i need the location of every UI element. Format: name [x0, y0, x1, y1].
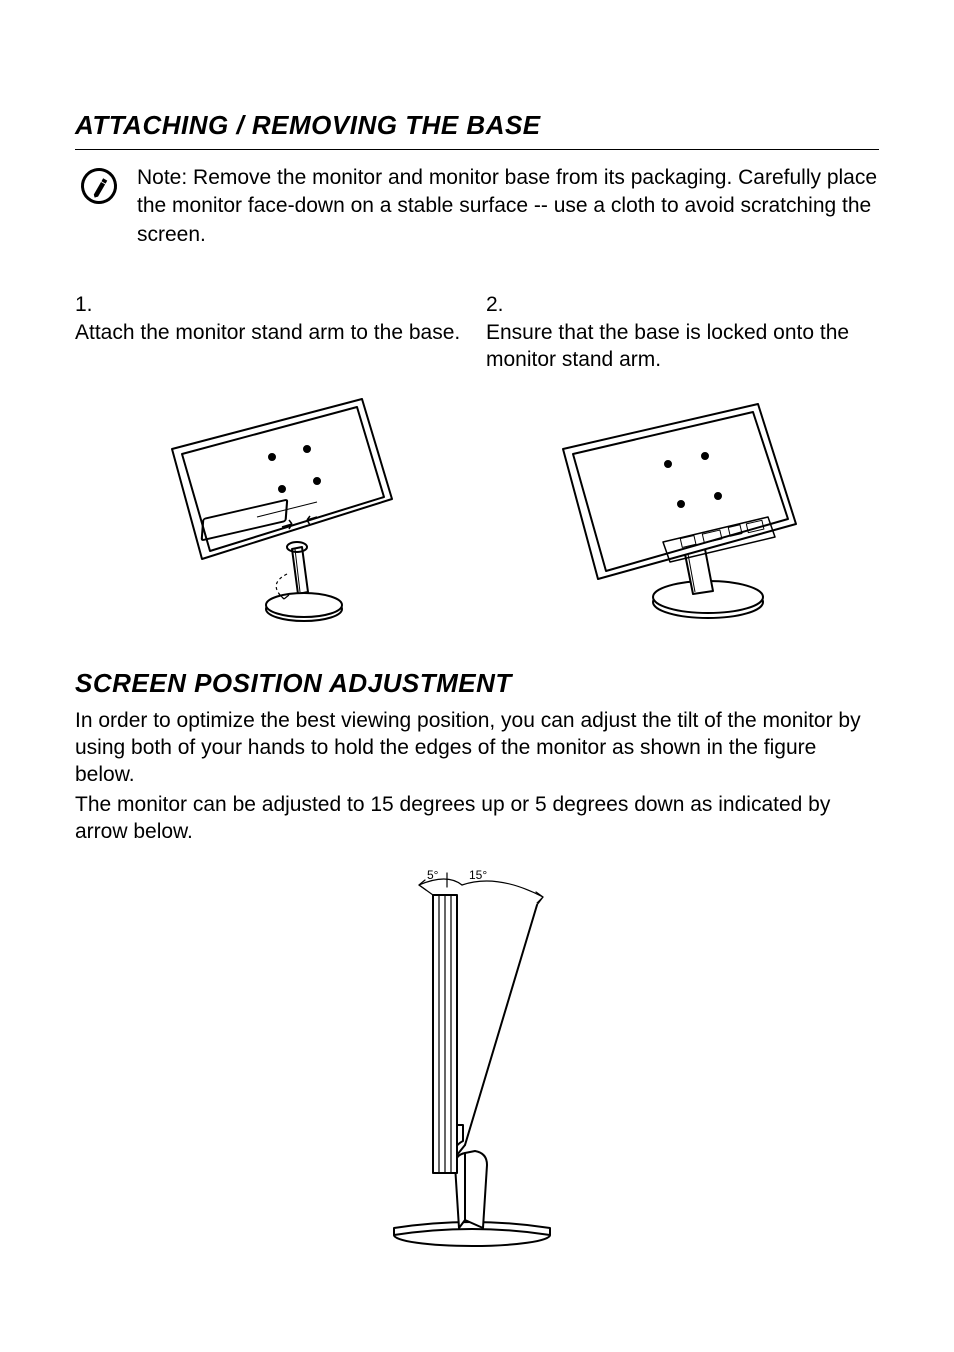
step-2-text: Ensure that the base is locked onto the … [486, 319, 879, 374]
figure-step-2 [486, 384, 849, 644]
step-1-number: 1. [75, 293, 468, 317]
note-pencil-icon [77, 164, 121, 208]
step-1-text: Attach the monitor stand arm to the base… [75, 319, 468, 346]
figure-tilt: 5° 15° [75, 865, 879, 1255]
heading-attach-base: ATTACHING / REMOVING THE BASE [75, 110, 879, 141]
screen-pos-para-2: The monitor can be adjusted to 15 degree… [75, 791, 879, 846]
note-text: Note: Remove the monitor and monitor bas… [137, 164, 879, 249]
steps-row: 1. Attach the monitor stand arm to the b… [75, 293, 879, 374]
screen-pos-para-1: In order to optimize the best viewing po… [75, 707, 879, 789]
step-2-number: 2. [486, 293, 879, 317]
tilt-back-label: 5° [427, 868, 439, 882]
note-block: Note: Remove the monitor and monitor bas… [75, 149, 879, 249]
figures-row [75, 384, 879, 644]
step-1: 1. Attach the monitor stand arm to the b… [75, 293, 468, 374]
note-icon-wrap [75, 164, 123, 204]
heading-screen-position: SCREEN POSITION ADJUSTMENT [75, 668, 879, 699]
figure-step-1 [105, 384, 468, 644]
step-2: 2. Ensure that the base is locked onto t… [486, 293, 879, 374]
tilt-fwd-label: 15° [469, 868, 487, 882]
